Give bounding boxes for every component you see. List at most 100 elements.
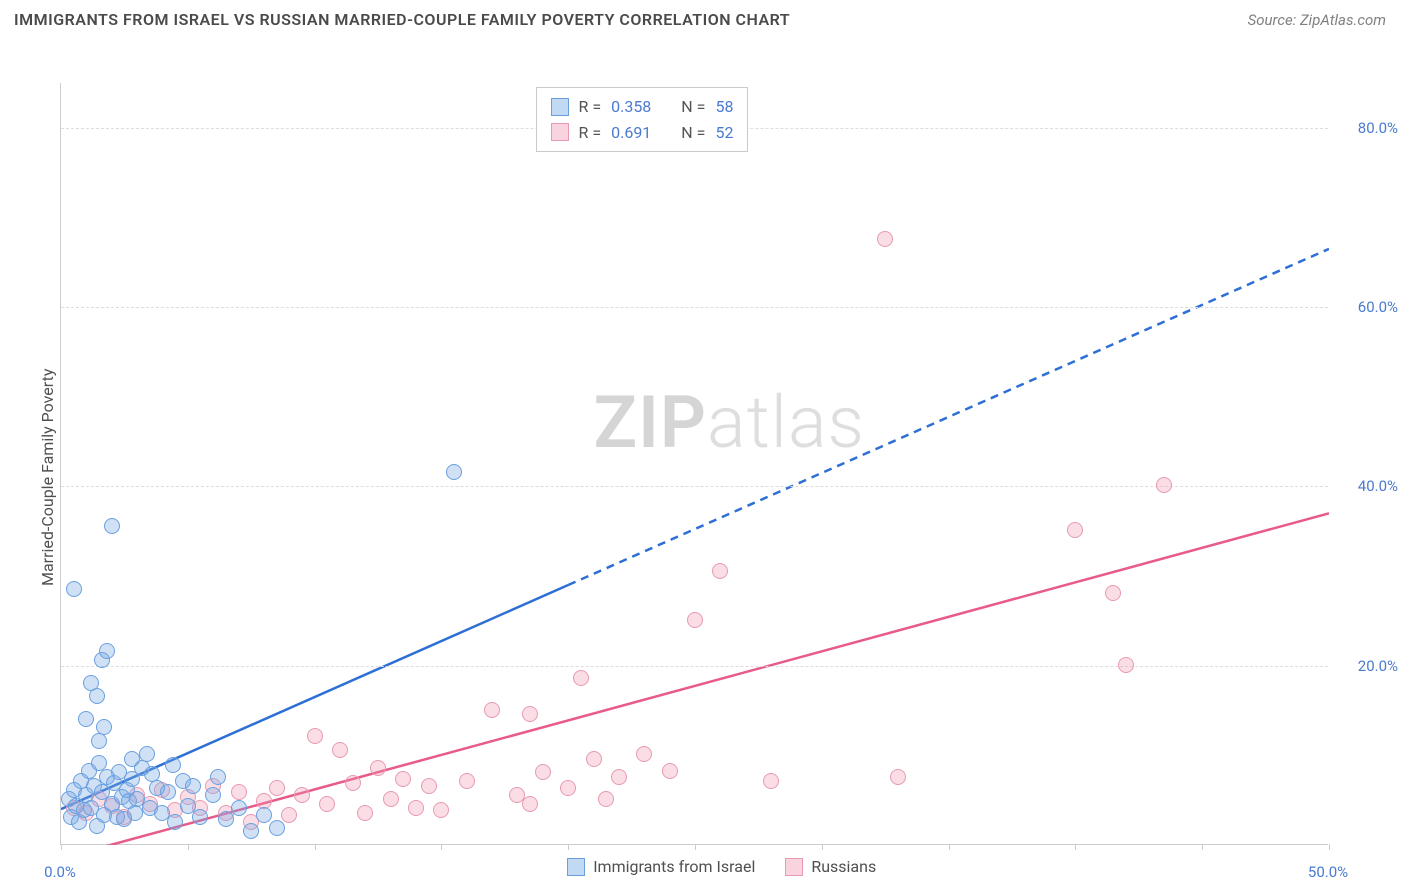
y-tick-label: 80.0% bbox=[1338, 119, 1398, 137]
scatter-point-russians bbox=[269, 780, 285, 796]
chart-title: IMMIGRANTS FROM ISRAEL VS RUSSIAN MARRIE… bbox=[14, 10, 790, 29]
chart-container: ZIPatlas 20.0%40.0%60.0%80.0% Married-Co… bbox=[14, 35, 1392, 879]
scatter-point-russians bbox=[231, 784, 247, 800]
y-tick-label: 60.0% bbox=[1338, 298, 1398, 316]
scatter-point-israel bbox=[139, 746, 155, 762]
scatter-point-russians bbox=[484, 702, 500, 718]
scatter-point-israel bbox=[78, 711, 94, 727]
y-tick-label: 20.0% bbox=[1338, 657, 1398, 675]
gridline bbox=[61, 307, 1328, 308]
scatter-point-israel bbox=[144, 766, 160, 782]
scatter-point-russians bbox=[408, 800, 424, 816]
stats-legend-row: R =0.358N =58 bbox=[551, 94, 734, 120]
stats-legend: R =0.358N =58R =0.691N =52 bbox=[536, 87, 749, 152]
plot-area: ZIPatlas 20.0%40.0%60.0%80.0% bbox=[60, 83, 1328, 845]
scatter-point-russians bbox=[294, 787, 310, 803]
trend-lines-svg bbox=[61, 83, 1329, 845]
scatter-point-russians bbox=[1156, 477, 1172, 493]
scatter-point-russians bbox=[522, 796, 538, 812]
legend-swatch bbox=[551, 123, 569, 141]
scatter-point-israel bbox=[96, 719, 112, 735]
scatter-point-russians bbox=[712, 563, 728, 579]
scatter-point-israel bbox=[167, 814, 183, 830]
scatter-point-russians bbox=[459, 773, 475, 789]
scatter-point-russians bbox=[307, 728, 323, 744]
x-tick-mark bbox=[61, 844, 62, 850]
x-tick-mark bbox=[1329, 844, 1330, 850]
legend-swatch bbox=[785, 858, 803, 876]
scatter-point-israel bbox=[66, 581, 82, 597]
stats-legend-row: R = 0.691 N = 52 bbox=[551, 120, 734, 146]
scatter-point-russians bbox=[890, 769, 906, 785]
x-tick-mark bbox=[1075, 844, 1076, 850]
scatter-point-russians bbox=[573, 670, 589, 686]
scatter-point-israel bbox=[104, 518, 120, 534]
legend-swatch bbox=[551, 98, 569, 116]
chart-header: IMMIGRANTS FROM ISRAEL VS RUSSIAN MARRIE… bbox=[0, 0, 1406, 35]
scatter-point-russians bbox=[611, 769, 627, 785]
x-tick-mark bbox=[188, 844, 189, 850]
scatter-point-russians bbox=[687, 612, 703, 628]
scatter-point-russians bbox=[598, 791, 614, 807]
scatter-point-russians bbox=[319, 796, 335, 812]
legend-swatch bbox=[567, 858, 585, 876]
watermark: ZIPatlas bbox=[594, 380, 866, 465]
scatter-point-israel bbox=[124, 751, 140, 767]
scatter-point-israel bbox=[446, 464, 462, 480]
gridline bbox=[61, 486, 1328, 487]
x-tick-label: 50.0% bbox=[1308, 863, 1348, 881]
scatter-point-russians bbox=[560, 780, 576, 796]
series-legend: Immigrants from Israel Russians bbox=[567, 857, 876, 876]
scatter-point-russians bbox=[395, 771, 411, 787]
scatter-point-russians bbox=[1118, 657, 1134, 673]
scatter-point-russians bbox=[535, 764, 551, 780]
scatter-point-russians bbox=[357, 805, 373, 821]
scatter-point-israel bbox=[89, 688, 105, 704]
gridline bbox=[61, 666, 1328, 667]
x-tick-mark bbox=[568, 844, 569, 850]
scatter-point-israel bbox=[269, 820, 285, 836]
scatter-point-israel bbox=[243, 823, 259, 839]
scatter-point-russians bbox=[636, 746, 652, 762]
source-name: ZipAtlas.com bbox=[1300, 11, 1386, 29]
x-tick-mark bbox=[949, 844, 950, 850]
scatter-point-israel bbox=[231, 800, 247, 816]
chart-source: Source: ZipAtlas.com bbox=[1248, 11, 1386, 29]
scatter-point-israel bbox=[192, 809, 208, 825]
scatter-point-russians bbox=[281, 807, 297, 823]
y-tick-label: 40.0% bbox=[1338, 477, 1398, 495]
scatter-point-russians bbox=[433, 802, 449, 818]
legend-label: Immigrants from Israel bbox=[593, 857, 755, 876]
stat-n-label: N = bbox=[681, 94, 705, 120]
x-tick-label: 0.0% bbox=[44, 863, 76, 881]
scatter-point-russians bbox=[383, 791, 399, 807]
x-tick-mark bbox=[315, 844, 316, 850]
stat-r-value: 0.358 bbox=[611, 94, 651, 120]
watermark-bold: ZIP bbox=[594, 380, 707, 465]
scatter-point-russians bbox=[345, 775, 361, 791]
legend-item: Immigrants from Israel bbox=[567, 857, 755, 876]
scatter-point-russians bbox=[662, 763, 678, 779]
stat-r-label: R = bbox=[579, 94, 602, 120]
stat-n-label: N = bbox=[681, 120, 705, 146]
stat-n-value: 52 bbox=[715, 120, 733, 146]
legend-label: Russians bbox=[811, 857, 876, 876]
stat-r-value: 0.691 bbox=[611, 120, 651, 146]
scatter-point-israel bbox=[256, 807, 272, 823]
watermark-thin: atlas bbox=[707, 380, 865, 465]
x-tick-mark bbox=[441, 844, 442, 850]
legend-item: Russians bbox=[785, 857, 876, 876]
stat-r-label: R = bbox=[579, 120, 602, 146]
scatter-point-russians bbox=[332, 742, 348, 758]
x-tick-mark bbox=[822, 844, 823, 850]
scatter-point-russians bbox=[1067, 522, 1083, 538]
scatter-point-israel bbox=[99, 643, 115, 659]
scatter-point-russians bbox=[763, 773, 779, 789]
scatter-point-israel bbox=[185, 778, 201, 794]
x-tick-mark bbox=[1202, 844, 1203, 850]
scatter-point-israel bbox=[205, 787, 221, 803]
scatter-point-russians bbox=[370, 760, 386, 776]
scatter-point-israel bbox=[210, 769, 226, 785]
scatter-point-russians bbox=[586, 751, 602, 767]
scatter-point-russians bbox=[421, 778, 437, 794]
